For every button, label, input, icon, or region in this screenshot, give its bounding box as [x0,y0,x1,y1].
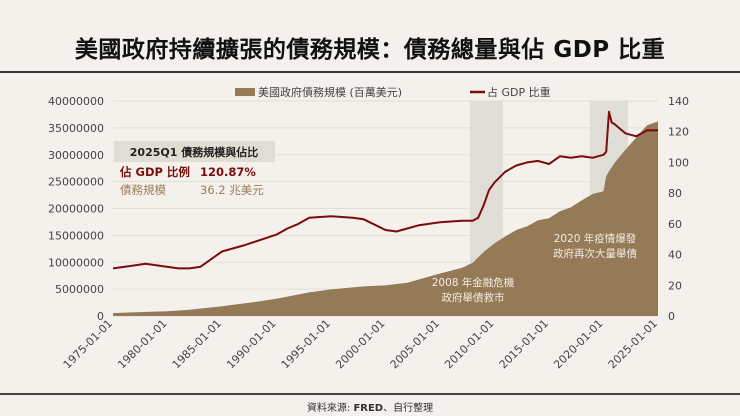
annotation-line: 2020 年疫情爆發 [554,232,637,245]
annotation-line: 2008 年金融危機 [432,276,515,289]
x-tick-label: 1975-01-01 [61,317,115,371]
y-right-tick-label: 40 [668,249,682,262]
summary-row-label: 債務規模 [120,183,166,197]
x-tick-label: 2000-01-01 [333,317,387,371]
legend-swatch-debt [235,88,255,96]
y-right-tick-label: 120 [668,126,689,139]
annotation-line: 政府再次大量舉債 [553,247,637,260]
y-left-tick-label: 0 [97,310,104,323]
gdp-ratio-line [112,110,659,270]
y-left-tick-label: 10000000 [48,256,104,269]
x-tick-label: 2020-01-01 [551,317,605,371]
x-tick-label: 1990-01-01 [224,317,278,371]
summary-box-header-bg [114,141,275,162]
source-name: FRED [353,403,384,414]
y-right-tick-label: 100 [668,156,689,169]
source-note: 資料來源: FRED、自行整理 [0,399,740,414]
y-left-tick-label: 35000000 [48,122,104,135]
x-tick-label: 2015-01-01 [497,317,551,371]
x-tick-label: 2005-01-01 [388,317,442,371]
summary-box-header: 2025Q1 債務規模與佔比 [130,145,258,159]
y-right-tick-label: 80 [668,187,682,200]
y-right-tick-label: 140 [668,95,689,108]
legend-label-debt: 美國政府債務規模 (百萬美元) [258,85,402,99]
y-left-tick-label: 25000000 [48,176,104,189]
x-tick-label: 1985-01-01 [170,317,224,371]
summary-row-value: 36.2 兆美元 [200,183,264,197]
y-left-tick-label: 30000000 [48,149,104,162]
y-left-tick-label: 5000000 [55,283,104,296]
x-tick-label: 1980-01-01 [115,317,169,371]
y-left-tick-label: 15000000 [48,229,104,242]
source-prefix: 資料來源: [306,403,354,414]
source-suffix: 、自行整理 [383,403,434,414]
y-left-tick-label: 20000000 [48,203,104,216]
x-tick-label: 2010-01-01 [442,317,496,371]
chart-title: 美國政府持續擴張的債務規模：債務總量與佔 GDP 比重 [74,37,666,63]
y-left-tick-label: 40000000 [48,95,104,108]
summary-row-label: 佔 GDP 比例 [119,165,190,179]
footer-divider [0,393,740,395]
title-divider [0,71,740,73]
y-right-tick-label: 60 [668,218,682,231]
annotation-line: 政府舉債救市 [442,291,505,304]
debt-area [113,121,658,317]
x-tick-label: 2025-01-01 [606,317,660,371]
y-right-tick-label: 20 [668,279,682,292]
x-tick-label: 1995-01-01 [279,317,333,371]
y-right-tick-label: 0 [668,310,675,323]
legend-label-ratio: 占 GDP 比重 [487,85,551,99]
summary-row-value: 120.87% [200,165,256,179]
